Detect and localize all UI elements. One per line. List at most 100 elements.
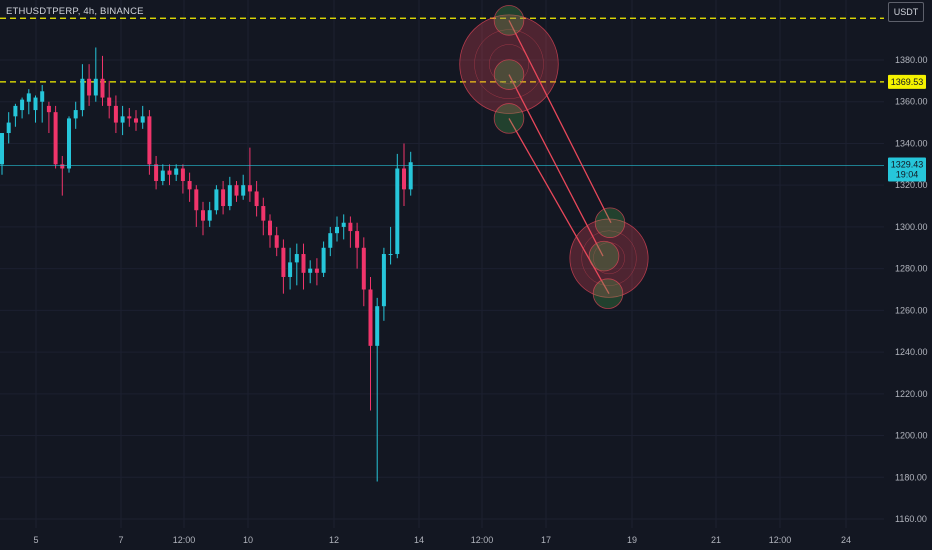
candle-body — [402, 168, 406, 190]
candle-body — [214, 189, 219, 211]
zone-ring — [489, 44, 529, 85]
candle-body — [375, 306, 380, 346]
candle-body — [288, 262, 293, 277]
candle-body — [395, 168, 400, 255]
candle-body — [134, 118, 138, 123]
candle-body — [328, 233, 333, 248]
zone-ring — [593, 242, 625, 275]
candle-body — [100, 78, 105, 98]
candle-body — [46, 105, 51, 113]
candle-body — [335, 226, 339, 234]
candle-body — [321, 247, 326, 273]
y-tick-label: 1340.00 — [895, 138, 928, 148]
candle-body — [180, 168, 185, 182]
candles-layer — [0, 47, 413, 482]
zone-ring — [474, 29, 544, 99]
candle-body — [361, 247, 366, 290]
candle-body — [20, 99, 25, 111]
candle-body — [174, 168, 179, 175]
target-circle — [493, 59, 525, 90]
candle-body — [348, 222, 353, 232]
horizontal-levels — [0, 17, 884, 83]
candle-body — [254, 191, 259, 207]
candle-body — [0, 133, 4, 165]
candle-body — [127, 116, 132, 119]
candle-body — [281, 247, 286, 277]
candle-body — [247, 185, 252, 192]
x-tick-label: 5 — [33, 535, 38, 545]
candle-body — [120, 116, 125, 123]
candle-body — [160, 170, 165, 182]
y-tick-label: 1220.00 — [895, 389, 928, 399]
candle-body — [194, 189, 199, 211]
candle-body — [314, 268, 319, 273]
annotations-layer — [459, 5, 649, 309]
time-axis: 5 7 12:00 10 12 14 12:00 17 19 21 12:00 24 — [33, 535, 851, 545]
last-price-badge — [888, 157, 926, 182]
zone-circle — [459, 14, 559, 114]
x-tick-label: 12:00 — [769, 535, 792, 545]
candle-body — [53, 112, 58, 165]
target-circle — [493, 5, 525, 36]
candle-body — [67, 118, 71, 169]
candle-body — [13, 105, 18, 117]
annotation-line — [508, 118, 610, 294]
candle-body — [60, 164, 65, 169]
candle-body — [87, 78, 92, 96]
y-tick-label: 1260.00 — [895, 305, 928, 315]
candle-body — [261, 206, 266, 221]
candle-body — [227, 185, 232, 207]
candle-body — [368, 289, 373, 346]
y-tick-label: 1300.00 — [895, 222, 928, 232]
candle-body — [268, 220, 272, 236]
candle-body — [107, 97, 112, 106]
y-tick-label: 1160.00 — [895, 514, 927, 524]
grid-layer — [0, 0, 884, 528]
candle-body — [167, 170, 172, 175]
y-tick-label: 1240.00 — [895, 347, 928, 357]
bar-countdown: 19:04 — [896, 170, 919, 180]
candle-body — [73, 110, 78, 119]
y-tick-label: 1280.00 — [895, 264, 928, 274]
candle-body — [381, 254, 386, 307]
x-tick-label: 12:00 — [173, 535, 196, 545]
candle-body — [355, 231, 360, 248]
target-circle — [592, 278, 624, 309]
candle-body — [187, 181, 192, 190]
x-tick-label: 19 — [627, 535, 637, 545]
x-tick-label: 12:00 — [471, 535, 494, 545]
y-tick-label: 1180.00 — [895, 472, 927, 482]
candle-body — [408, 162, 413, 190]
currency-label[interactable]: USDT — [888, 2, 924, 22]
candle-body — [40, 91, 45, 102]
candle-body — [201, 210, 205, 221]
x-tick-label: 10 — [243, 535, 253, 545]
x-tick-label: 17 — [541, 535, 551, 545]
y-tick-label: 1320.00 — [895, 180, 928, 190]
zone-ring — [581, 230, 637, 286]
candle-body — [241, 185, 246, 196]
candle-body — [6, 122, 11, 134]
level-badge-label: 1369.53 — [891, 77, 924, 87]
candle-body — [234, 185, 239, 196]
last-price-value: 1329.43 — [891, 160, 924, 170]
x-tick-label: 21 — [711, 535, 721, 545]
candle-body — [80, 78, 85, 111]
price-axis: 1160.00 1180.00 1200.00 1220.00 1240.00 1260.… — [895, 55, 928, 524]
candle-body — [33, 97, 38, 111]
candle-body — [388, 254, 393, 256]
candle-body — [308, 268, 313, 273]
candle-body — [140, 116, 145, 123]
candle-body — [221, 189, 226, 207]
candle-body — [341, 222, 346, 227]
y-tick-label: 1380.00 — [895, 55, 928, 65]
target-circle — [588, 240, 620, 272]
y-tick-label: 1200.00 — [895, 431, 928, 441]
candle-body — [301, 254, 306, 273]
symbol-title[interactable]: ETHUSDTPERP, 4h, BINANCE — [6, 6, 144, 17]
candle-body — [26, 93, 31, 102]
candle-body — [147, 116, 152, 165]
zone-circle — [569, 218, 649, 298]
